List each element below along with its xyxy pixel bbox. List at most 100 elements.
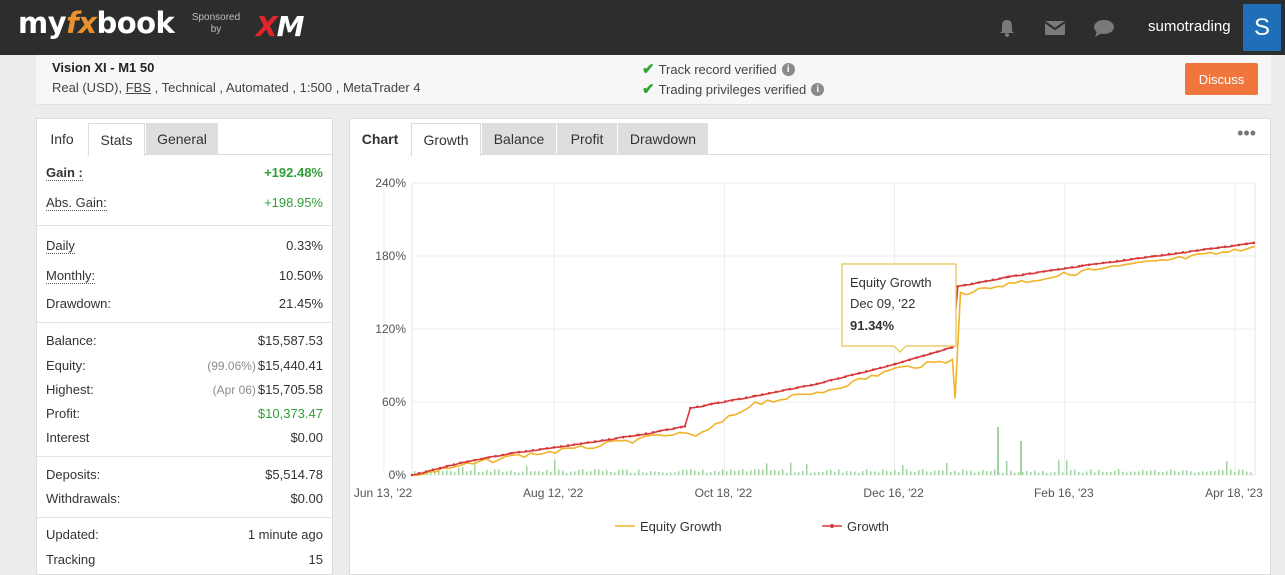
chat-icon[interactable] xyxy=(1093,18,1115,38)
discuss-button[interactable]: Discuss xyxy=(1185,63,1258,95)
volume-bar xyxy=(842,472,844,475)
volume-bar xyxy=(1234,471,1236,475)
growth-marker xyxy=(614,437,618,440)
growth-marker xyxy=(1063,267,1067,270)
volume-bar xyxy=(986,471,988,475)
tab-profit[interactable]: Profit xyxy=(557,123,617,155)
volume-bar xyxy=(934,470,936,475)
volume-bar xyxy=(670,472,672,475)
growth-marker xyxy=(635,433,639,437)
tab-balance[interactable]: Balance xyxy=(482,123,556,155)
tooltip-value: 91.34% xyxy=(850,318,895,333)
avatar[interactable]: S xyxy=(1243,4,1281,51)
tab-stats[interactable]: Stats xyxy=(88,123,145,156)
volume-bar xyxy=(978,471,980,475)
growth-marker xyxy=(1160,253,1164,257)
growth-marker xyxy=(1237,243,1241,247)
growth-marker xyxy=(531,448,535,452)
myfxbook-logo[interactable]: myfxbook xyxy=(18,6,175,40)
growth-marker xyxy=(510,451,514,455)
growth-marker xyxy=(929,352,932,355)
growth-marker xyxy=(879,366,882,370)
volume-bar xyxy=(850,471,852,475)
tab-growth[interactable]: Growth xyxy=(411,123,481,156)
growth-marker xyxy=(1108,260,1112,264)
stat-abs-gain: Abs. Gain: +198.95% xyxy=(46,195,323,213)
growth-marker xyxy=(593,440,597,443)
legend-growth[interactable]: Growth xyxy=(822,519,889,534)
broker-link[interactable]: FBS xyxy=(125,80,151,95)
volume-bar xyxy=(1218,469,1220,475)
growth-marker xyxy=(473,458,476,462)
legend-label-equity: Equity Growth xyxy=(640,519,722,534)
growth-marker xyxy=(915,356,918,359)
volume-bar xyxy=(946,462,948,475)
volume-bar xyxy=(710,471,712,475)
volume-bar xyxy=(462,467,464,475)
volume-bar xyxy=(1018,472,1020,475)
sponsored-line-1: Sponsored xyxy=(191,12,241,23)
volume-bar xyxy=(1150,470,1152,475)
volume-bar xyxy=(1190,471,1192,475)
volume-bar xyxy=(1014,472,1016,475)
mail-icon[interactable] xyxy=(1044,18,1066,38)
growth-marker xyxy=(788,387,792,391)
growth-marker xyxy=(1056,268,1060,271)
volume-bar xyxy=(474,464,476,475)
volume-bar xyxy=(774,469,776,475)
username-link[interactable]: sumotrading xyxy=(1148,18,1231,35)
volume-bar xyxy=(522,471,524,475)
info-icon[interactable]: i xyxy=(781,62,795,76)
growth-marker xyxy=(672,427,676,430)
xm-logo-x: X xyxy=(256,10,278,43)
daily-label[interactable]: Daily xyxy=(46,238,75,254)
growth-marker xyxy=(1143,256,1147,259)
tab-info[interactable]: Info xyxy=(37,123,87,155)
withdrawals-label: Withdrawals: xyxy=(46,491,121,506)
tab-drawdown[interactable]: Drawdown xyxy=(618,123,708,155)
tooltip-series: Equity Growth xyxy=(850,275,932,290)
legend-equity-growth[interactable]: Equity Growth xyxy=(615,519,722,534)
volume-bar xyxy=(674,472,676,475)
interest-label: Interest xyxy=(46,430,90,445)
x-tick-label: Dec 16, '22 xyxy=(863,486,924,500)
bell-icon[interactable] xyxy=(996,18,1018,38)
volume-bar xyxy=(1126,472,1128,475)
stats-panel: Info Stats General Gain : +192.48% Abs. … xyxy=(36,118,333,575)
volume-bar xyxy=(622,469,624,475)
tooltip: Equity Growth Dec 09, '22 91.34% xyxy=(841,263,957,353)
more-options-icon[interactable]: ••• xyxy=(1237,123,1256,143)
equity-label: Equity: xyxy=(46,358,86,373)
monthly-label[interactable]: Monthly: xyxy=(46,268,96,284)
growth-marker xyxy=(1202,248,1206,251)
volume-bar xyxy=(1070,469,1072,475)
growth-marker xyxy=(936,350,939,353)
volume-bar xyxy=(798,472,800,475)
gain-label[interactable]: Gain : xyxy=(46,165,83,181)
profit-value: $10,373.47 xyxy=(257,406,323,421)
volume-bar xyxy=(586,471,588,475)
abs-gain-label[interactable]: Abs. Gain: xyxy=(46,195,107,211)
volume-bar xyxy=(1198,471,1200,475)
volume-bar xyxy=(1210,471,1212,475)
monthly-value: 10.50% xyxy=(278,268,323,283)
xm-logo[interactable]: XM xyxy=(256,10,304,43)
volume-bar xyxy=(966,470,968,475)
volume-bar xyxy=(646,472,648,475)
tab-general[interactable]: General xyxy=(146,123,218,155)
volume-bar xyxy=(594,469,596,475)
growth-marker xyxy=(696,405,699,409)
volume-bar xyxy=(802,470,804,475)
volume-bar xyxy=(902,465,904,475)
info-icon[interactable]: i xyxy=(811,82,825,96)
volume-bar xyxy=(1038,472,1040,475)
growth-marker xyxy=(970,282,974,286)
stat-gain: Gain : +192.48% xyxy=(46,165,323,183)
y-tick-label: 120% xyxy=(375,322,406,336)
growth-marker xyxy=(951,346,954,349)
stat-profit: Profit: $10,373.47 xyxy=(46,406,323,424)
volume-bar xyxy=(870,471,872,475)
x-tick-label: Aug 12, '22 xyxy=(523,486,584,500)
balance-label: Balance: xyxy=(46,333,97,348)
growth-marker xyxy=(1167,252,1171,256)
